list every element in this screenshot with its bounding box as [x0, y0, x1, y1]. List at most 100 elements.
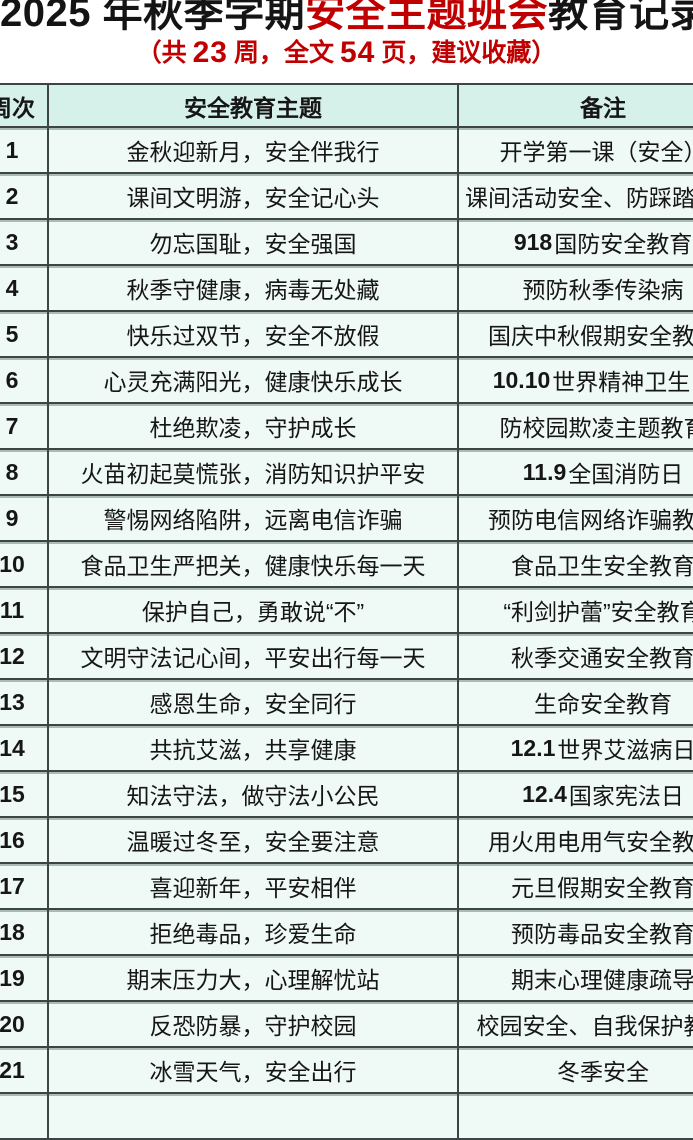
note-date: 11.9 [523, 459, 567, 486]
note-cell: 校园安全、自我保护教育 [457, 1002, 693, 1046]
theme-cell: 警惕网络陷阱，远离电信诈骗 [47, 496, 457, 540]
note-cell: 冬季安全 [457, 1048, 693, 1092]
week-number-cell: 4 [0, 266, 47, 310]
table-row [0, 1092, 693, 1138]
week-number-cell: 5 [0, 312, 47, 356]
theme-cell: 文明守法记心间，平安出行每一天 [47, 634, 457, 678]
table-row: 2 课间文明游，安全记心头 课间活动安全、防踩踏教育 [0, 172, 693, 218]
title-part-2: 教育记录 [548, 0, 693, 35]
table-row: 20 反恐防暴，守护校园 校园安全、自我保护教育 [0, 1000, 693, 1046]
theme-cell [47, 1094, 457, 1138]
week-number-cell: 14 [0, 726, 47, 770]
header-theme: 安全教育主题 [47, 85, 457, 126]
table-row: 3 勿忘国耻，安全强国 918 国防安全教育 [0, 218, 693, 264]
week-number-cell: 17 [0, 864, 47, 908]
note-date: 12.1 [511, 735, 556, 762]
note-text: 校园安全、自我保护教育 [477, 1007, 693, 1041]
table-row: 6 心灵充满阳光，健康快乐成长 10.10 世界精神卫生日 [0, 356, 693, 402]
table-row: 16 温暖过冬至，安全要注意 用火用电用气安全教育 [0, 816, 693, 862]
title-highlight: 安全主题班会 [305, 0, 548, 35]
week-number-cell: 20 [0, 1002, 47, 1046]
note-cell: 918 国防安全教育 [457, 220, 693, 264]
week-number-cell: 19 [0, 956, 47, 1000]
note-cell: 秋季交通安全教育 [457, 634, 693, 678]
theme-cell: 食品卫生严把关，健康快乐每一天 [47, 542, 457, 586]
week-number-cell: 2 [0, 174, 47, 218]
note-date: 10.10 [493, 367, 551, 394]
note-cell: 预防电信网络诈骗教育 [457, 496, 693, 540]
table-row: 19 期末压力大，心理解忧站 期末心理健康疏导 [0, 954, 693, 1000]
table-row: 10 食品卫生严把关，健康快乐每一天 食品卫生安全教育 [0, 540, 693, 586]
table-row: 15 知法守法，做守法小公民 12.4 国家宪法日 [0, 770, 693, 816]
note-text: 用火用电用气安全教育 [488, 823, 693, 857]
note-cell: 预防秋季传染病 [457, 266, 693, 310]
note-text: 预防电信网络诈骗教育 [488, 501, 693, 535]
table-row: 18 拒绝毒品，珍爱生命 预防毒品安全教育 [0, 908, 693, 954]
safety-education-table: 周次 安全教育主题 备注 1 金秋迎新月，安全伴我行 开学第一课（安全） 2 课… [0, 83, 693, 1140]
week-number-cell [0, 1094, 47, 1138]
week-number-cell: 18 [0, 910, 47, 954]
theme-cell: 课间文明游，安全记心头 [47, 174, 457, 218]
table-row: 12 文明守法记心间，平安出行每一天 秋季交通安全教育 [0, 632, 693, 678]
note-cell [457, 1094, 693, 1138]
theme-cell: 心灵充满阳光，健康快乐成长 [47, 358, 457, 402]
note-text: 世界艾滋病日 [557, 731, 693, 765]
week-number-cell: 13 [0, 680, 47, 724]
table-row: 4 秋季守健康，病毒无处藏 预防秋季传染病 [0, 264, 693, 310]
note-cell: 食品卫生安全教育 [457, 542, 693, 586]
note-date: 918 [514, 229, 552, 256]
note-text: “利剑护蕾”安全教育 [503, 593, 693, 627]
theme-cell: 知法守法，做守法小公民 [47, 772, 457, 816]
week-number-cell: 16 [0, 818, 47, 862]
subtitle-text-1: （共 [137, 39, 187, 67]
theme-cell: 秋季守健康，病毒无处藏 [47, 266, 457, 310]
table-row: 5 快乐过双节，安全不放假 国庆中秋假期安全教育 [0, 310, 693, 356]
theme-cell: 保护自己，勇敢说“不” [47, 588, 457, 632]
theme-cell: 共抗艾滋，共享健康 [47, 726, 457, 770]
note-text: 秋季交通安全教育 [511, 639, 693, 673]
week-number-cell: 10 [0, 542, 47, 586]
header-note: 备注 [457, 85, 693, 126]
table-row: 11 保护自己，勇敢说“不” “利剑护蕾”安全教育 [0, 586, 693, 632]
theme-cell: 勿忘国耻，安全强国 [47, 220, 457, 264]
theme-cell: 期末压力大，心理解忧站 [47, 956, 457, 1000]
theme-cell: 金秋迎新月，安全伴我行 [47, 128, 457, 172]
note-text: 预防秋季传染病 [523, 271, 684, 305]
week-number-cell: 9 [0, 496, 47, 540]
note-text: 课间活动安全、防踩踏教育 [465, 179, 693, 213]
theme-cell: 反恐防暴，守护校园 [47, 1002, 457, 1046]
note-text: 世界精神卫生日 [552, 363, 693, 397]
note-cell: 课间活动安全、防踩踏教育 [457, 174, 693, 218]
note-text: 期末心理健康疏导 [511, 961, 693, 995]
note-text: 生命安全教育 [534, 685, 672, 719]
note-text: 冬季安全 [557, 1053, 649, 1087]
theme-cell: 杜绝欺凌，守护成长 [47, 404, 457, 448]
subtitle-week-count: 23 [193, 36, 228, 69]
note-text: 食品卫生安全教育 [511, 547, 693, 581]
note-cell: 期末心理健康疏导 [457, 956, 693, 1000]
table-row: 13 感恩生命，安全同行 生命安全教育 [0, 678, 693, 724]
note-text: 国防安全教育 [554, 225, 692, 259]
table-row: 7 杜绝欺凌，守护成长 防校园欺凌主题教育 [0, 402, 693, 448]
note-cell: 12.1 世界艾滋病日 [457, 726, 693, 770]
subtitle-page-count: 54 [340, 36, 375, 69]
week-number-cell: 21 [0, 1048, 47, 1092]
theme-cell: 火苗初起莫慌张，消防知识护平安 [47, 450, 457, 494]
note-date: 12.4 [522, 781, 567, 808]
week-number-cell: 11 [0, 588, 47, 632]
note-cell: 生命安全教育 [457, 680, 693, 724]
header-week: 周次 [0, 85, 47, 126]
week-number-cell: 15 [0, 772, 47, 816]
week-number-cell: 7 [0, 404, 47, 448]
week-number-cell: 12 [0, 634, 47, 678]
table-row: 14 共抗艾滋，共享健康 12.1 世界艾滋病日 [0, 724, 693, 770]
note-text: 国家宪法日 [569, 777, 684, 811]
table-row: 9 警惕网络陷阱，远离电信诈骗 预防电信网络诈骗教育 [0, 494, 693, 540]
week-number-cell: 8 [0, 450, 47, 494]
note-cell: 11.9 全国消防日 [457, 450, 693, 494]
table-row: 17 喜迎新年，平安相伴 元旦假期安全教育 [0, 862, 693, 908]
note-cell: 元旦假期安全教育 [457, 864, 693, 908]
note-text: 全国消防日 [568, 455, 683, 489]
week-number-cell: 6 [0, 358, 47, 402]
